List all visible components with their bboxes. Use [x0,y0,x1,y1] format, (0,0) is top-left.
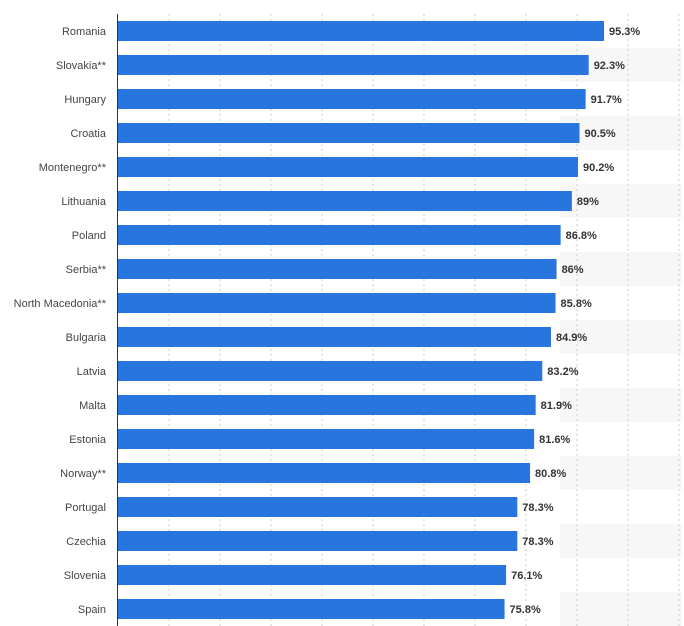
category-label: North Macedonia** [14,298,107,310]
bars [118,21,604,619]
row-band [560,252,682,286]
bar[interactable] [118,55,589,75]
bar[interactable] [118,429,535,449]
category-label: Latvia [77,366,107,378]
bar[interactable] [118,225,561,245]
category-labels: Romania Slovakia** Hungary Croatia Montenegr… [14,26,107,616]
bar[interactable] [118,89,586,109]
category-label: Norway** [60,468,107,480]
bar[interactable] [118,259,557,279]
category-label: Spain [78,604,106,616]
value-label: 91.7% [591,94,622,106]
row-band [560,320,682,354]
bar[interactable] [118,191,572,211]
row-band [560,592,682,626]
row-band [560,116,682,150]
category-label: Slovakia** [56,60,107,72]
bar[interactable] [118,293,556,313]
category-label: Serbia** [66,264,107,276]
value-label: 76.1% [511,570,542,582]
bar[interactable] [118,599,505,619]
category-label: Portugal [65,502,106,514]
category-label: Malta [79,400,107,412]
bar[interactable] [118,123,580,143]
bar[interactable] [118,21,604,41]
row-band [560,184,682,218]
bar[interactable] [118,565,507,585]
category-label: Estonia [69,434,107,446]
value-label: 83.2% [547,366,578,378]
value-label: 90.5% [585,128,616,140]
gridlines [168,14,680,626]
category-label: Croatia [71,128,107,140]
value-label: 75.8% [510,604,541,616]
value-label: 86% [562,264,584,276]
row-band [560,524,682,558]
value-label: 78.3% [522,502,553,514]
row-bands [560,48,682,626]
category-label: Hungary [64,94,106,106]
category-label: Bulgaria [66,332,107,344]
value-label: 90.2% [583,162,614,174]
value-label: 80.8% [535,468,566,480]
value-label: 81.6% [539,434,570,446]
bar[interactable] [118,327,551,347]
row-band [560,456,682,490]
row-band [560,388,682,422]
value-label: 81.9% [541,400,572,412]
category-label: Romania [62,26,107,38]
value-label: 78.3% [522,536,553,548]
value-label: 89% [577,196,599,208]
category-label: Lithuania [61,196,107,208]
category-label: Czechia [66,536,107,548]
bar[interactable] [118,361,543,381]
category-label: Slovenia [64,570,107,582]
value-labels: 95.3% 92.3% 91.7% 90.5% 90.2% 89% 86.8% 86% 85.8… [510,26,641,616]
bar[interactable] [118,531,518,551]
bar[interactable] [118,463,531,483]
value-label: 85.8% [561,298,592,310]
category-label: Poland [72,230,106,242]
bar[interactable] [118,395,536,415]
bar[interactable] [118,157,578,177]
value-label: 84.9% [556,332,587,344]
value-label: 92.3% [594,60,625,72]
bar[interactable] [118,497,518,517]
value-label: 95.3% [609,26,640,38]
category-label: Montenegro** [39,162,107,174]
value-label: 86.8% [566,230,597,242]
